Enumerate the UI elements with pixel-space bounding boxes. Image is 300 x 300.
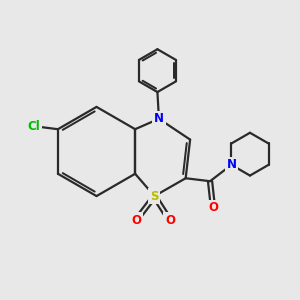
Text: O: O	[208, 202, 218, 214]
Text: N: N	[226, 158, 236, 171]
Text: O: O	[165, 214, 175, 227]
Text: S: S	[150, 190, 159, 202]
Text: O: O	[131, 214, 141, 227]
Text: Cl: Cl	[28, 120, 40, 133]
Text: N: N	[154, 112, 164, 125]
